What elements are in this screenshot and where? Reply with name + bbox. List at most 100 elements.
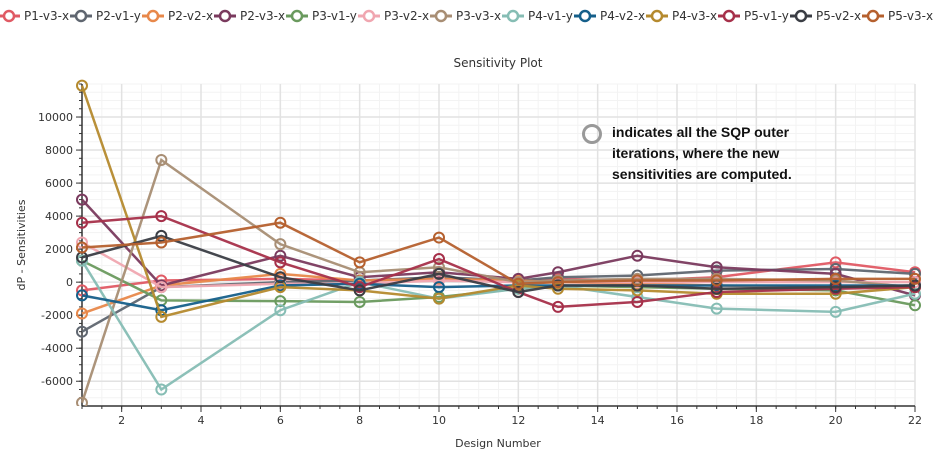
legend-label: P5-v2-x — [816, 9, 861, 23]
chart-title: Sensitivity Plot — [454, 56, 543, 70]
axes: 2 4 6 8 10 12 14 16 18 20 22 -6000 -4000 -2000 0 2000 40… — [38, 83, 922, 427]
data-point-P5-v3-x — [552, 276, 564, 289]
x-tick-label: 4 — [198, 414, 205, 427]
data-point-P5-v1-y — [274, 256, 287, 269]
data-point-P3-v3-x — [274, 238, 287, 251]
legend-label: P3-v3-x — [456, 9, 501, 23]
series-line-P5-v3-x — [81, 221, 915, 286]
x-axis-label: Design Number — [455, 437, 541, 450]
data-point-P2-v3-x — [76, 193, 88, 206]
legend-item-P4-v2-x[interactable]: P4-v2-x — [574, 9, 645, 23]
data-point-P2-v3-x — [274, 249, 287, 262]
legend-item-P2-v2-x[interactable]: P2-v2-x — [142, 9, 213, 23]
x-tick-label: 10 — [432, 414, 446, 427]
legend-item-P3-v1-y[interactable]: P3-v1-y — [286, 9, 357, 23]
y-tick-label: 6000 — [45, 177, 73, 190]
data-point-P5-v2-x — [353, 284, 366, 297]
data-point-P5-v3-x — [710, 274, 723, 287]
legend-item-P5-v3-x[interactable]: P5-v3-x — [862, 9, 933, 23]
legend-item-P4-v3-x[interactable]: P4-v3-x — [646, 9, 717, 23]
legend-item-P3-v2-x[interactable]: P3-v2-x — [358, 9, 429, 23]
y-tick-label: 4000 — [45, 210, 73, 223]
x-tick-label: 20 — [829, 414, 843, 427]
legend-item-P4-v1-y[interactable]: P4-v1-y — [502, 9, 573, 23]
data-point-P5-v2-x — [829, 281, 842, 294]
legend-label: P3-v2-x — [384, 9, 429, 23]
data-point-P5-v3-x — [433, 231, 445, 244]
series-line-P4-v3-x — [80, 85, 916, 319]
legend-item-P3-v3-x[interactable]: P3-v3-x — [430, 9, 501, 23]
data-point-P5-v2-x — [710, 282, 723, 295]
y-tick-label: -6000 — [41, 375, 73, 388]
legend-circle-icon — [74, 9, 88, 23]
data-point-P3-v2-x — [76, 236, 88, 249]
data-point-P3-v1-y — [353, 295, 366, 308]
series-line-P5-v2-x — [81, 234, 916, 294]
data-point-P4-v1-y — [710, 302, 723, 315]
data-point-P5-v3-x — [512, 277, 525, 290]
data-point-P5-v3-x — [155, 236, 168, 249]
data-point-P4-v1-y — [829, 305, 842, 318]
legend-label: P4-v3-x — [672, 9, 717, 23]
legend-label: P1-v3-x — [24, 9, 69, 23]
legend-circle-icon — [362, 9, 376, 23]
legend-item-P1-v3-x[interactable]: P1-v3-x — [0, 9, 69, 23]
data-point-P5-v3-x — [76, 241, 88, 254]
data-point-P4-v1-y — [909, 287, 921, 300]
circle-marker-icon — [582, 124, 602, 144]
legend-label: P2-v2-x — [168, 9, 213, 23]
legend-circle-icon — [650, 9, 664, 23]
legend-circle-icon — [146, 9, 160, 23]
legend-item-P5-v1-y[interactable]: P5-v1-y — [718, 9, 789, 23]
legend-circle-icon — [866, 9, 880, 23]
legend-circle-icon — [794, 9, 808, 23]
data-point-P5-v2-x — [909, 279, 921, 292]
legend-label: P5-v3-x — [888, 9, 933, 23]
data-point-P5-v2-x — [433, 267, 445, 280]
data-point-P2-v3-x — [631, 249, 644, 262]
data-point-P5-v3-x — [631, 274, 644, 287]
data-point-P3-v2-x — [433, 274, 445, 287]
y-tick-label: -2000 — [41, 309, 73, 322]
legend: P1-v3-x P2-v1-y P2-v2-x P2-v3-x P3-v1-y P3-v2… — [0, 9, 933, 23]
data-point-P4-v1-y — [155, 383, 168, 396]
x-tick-label: 6 — [277, 414, 284, 427]
legend-label: P5-v1-y — [744, 9, 789, 23]
series-lines — [76, 79, 921, 406]
legend-circle-icon — [218, 9, 232, 23]
x-tick-label: 16 — [670, 414, 684, 427]
x-tick-label: 8 — [356, 414, 363, 427]
data-point-P4-v3-x — [76, 79, 88, 92]
legend-circle-icon — [434, 9, 448, 23]
data-point-P3-v3-x — [155, 153, 168, 166]
data-point-P2-v3-x — [710, 261, 723, 274]
grid — [81, 83, 916, 406]
data-point-P1-v3-x — [829, 256, 842, 269]
y-tick-label: 0 — [66, 276, 73, 289]
annotation-text: indicates all the SQP outer iterations, … — [612, 124, 792, 182]
y-tick-label: -4000 — [41, 342, 73, 355]
data-point-P4-v3-x — [433, 292, 445, 305]
data-point-P5-v3-x — [829, 272, 842, 285]
legend-label: P3-v1-y — [312, 9, 357, 23]
legend-circle-icon — [722, 9, 736, 23]
legend-circle-icon — [578, 9, 592, 23]
data-point-P2-v1-y — [76, 325, 88, 338]
legend-item-P2-v1-y[interactable]: P2-v1-y — [70, 9, 141, 23]
x-tick-label: 22 — [908, 414, 922, 427]
data-point-P5-v1-y — [155, 210, 168, 223]
data-point-P4-v2-x — [76, 289, 88, 302]
data-point-P5-v1-y — [631, 295, 644, 308]
legend-item-P5-v2-x[interactable]: P5-v2-x — [790, 9, 861, 23]
data-point-P5-v1-y — [433, 253, 445, 266]
data-point-P3-v1-y — [909, 299, 921, 312]
data-point-P2-v2-x — [76, 307, 88, 320]
y-tick-label: 2000 — [45, 243, 73, 256]
y-tick-label: 8000 — [45, 144, 73, 157]
legend-item-P2-v3-x[interactable]: P2-v3-x — [214, 9, 285, 23]
data-point-P4-v2-x — [433, 281, 445, 294]
data-point-P3-v3-x — [433, 261, 445, 274]
data-point-P5-v2-x — [155, 229, 168, 242]
data-point-P4-v1-y — [274, 304, 287, 317]
